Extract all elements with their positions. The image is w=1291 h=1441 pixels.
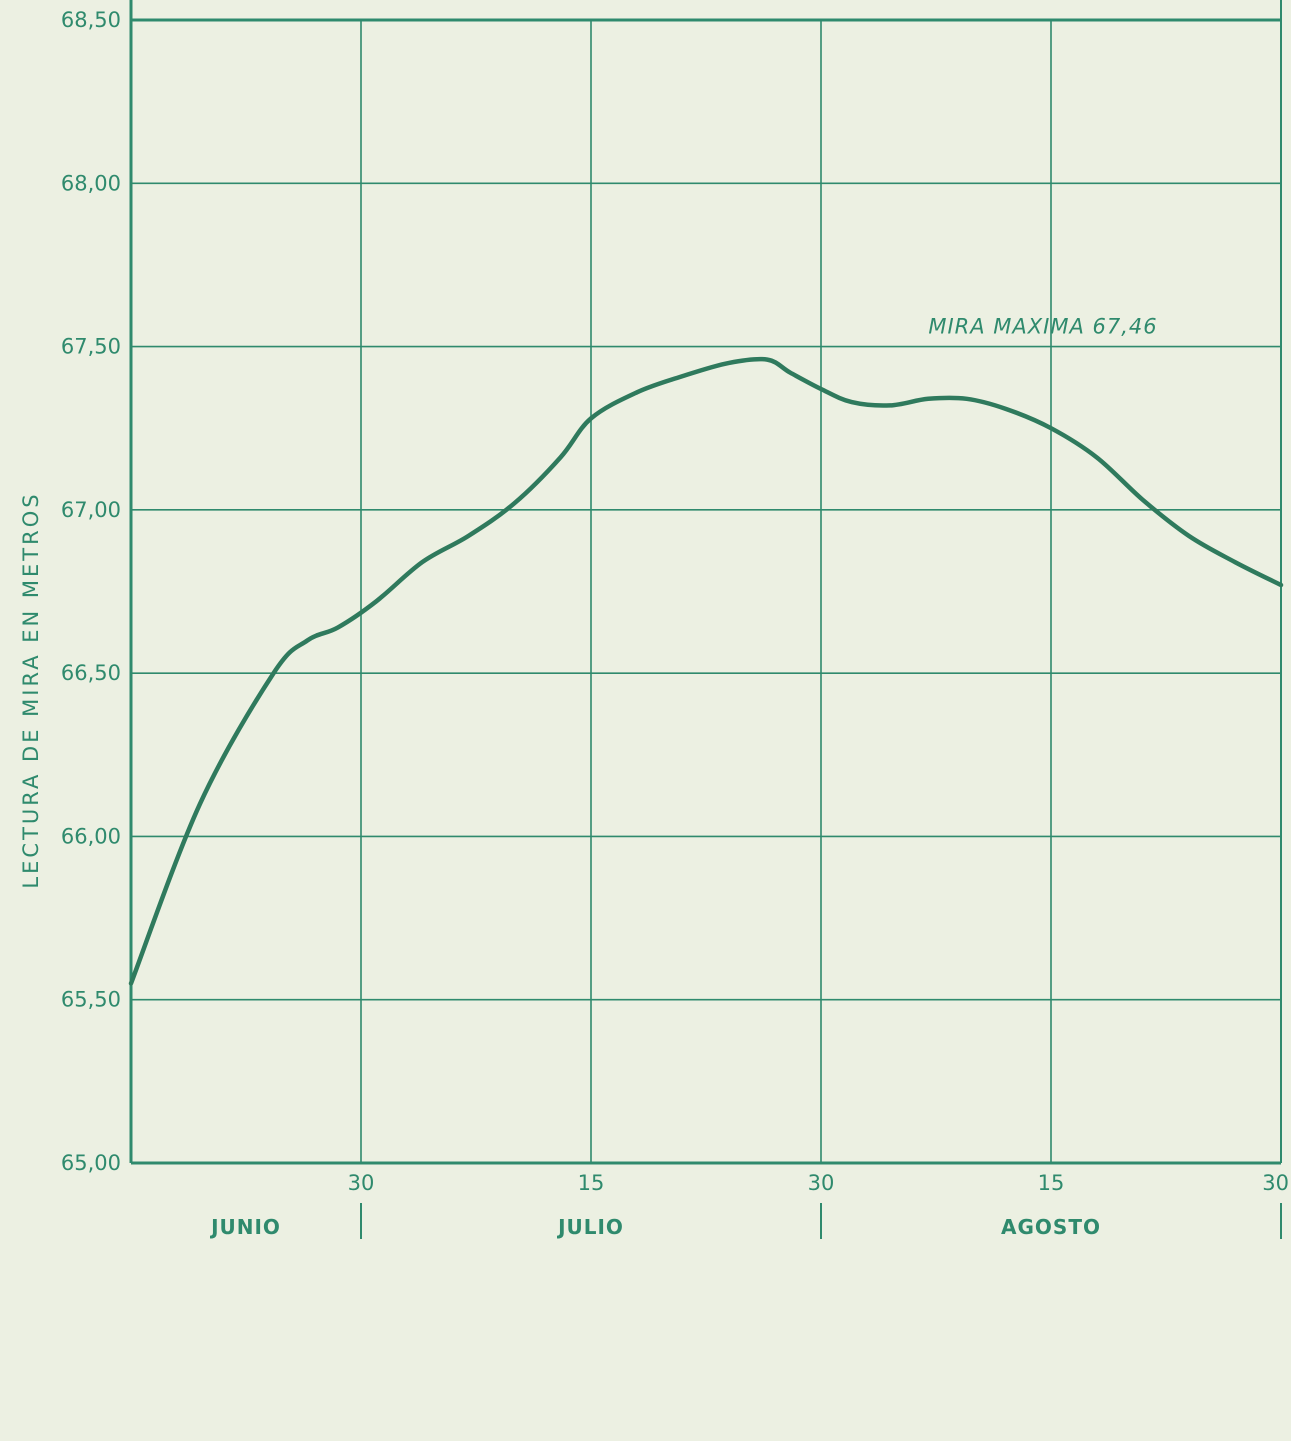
y-tick-label: 67,00 [61,498,121,522]
y-tick-label: 66,00 [61,824,121,848]
y-axis-label: LECTURA DE MIRA EN METROS [19,491,43,888]
x-tick-label: 30 [808,1171,835,1195]
month-label: JULIO [556,1215,624,1239]
axes [129,0,1282,1165]
y-tick-label: 65,00 [61,1151,121,1175]
max-annotation: MIRA MAXIMA 67,46 [928,315,1157,339]
grid-lines [131,18,1282,1164]
y-tick-labels: 65,00 65,50 66,00 66,50 67,00 67,50 68,00 68,50 [61,8,121,1175]
x-tick-label: 15 [578,1171,605,1195]
y-tick-label: 66,50 [61,661,121,685]
x-tick-labels: 30 15 30 15 30 [348,1171,1289,1195]
x-tick-label: 30 [348,1171,375,1195]
x-tick-label: 30 [1262,1171,1289,1195]
x-tick-label: 15 [1038,1171,1065,1195]
y-tick-label: 67,50 [61,335,121,359]
y-tick-label: 65,50 [61,988,121,1012]
series-line [128,356,1284,986]
y-tick-label: 68,00 [61,171,121,195]
month-labels: JUNIO JULIO AGOSTO [209,1203,1282,1239]
month-label: AGOSTO [1001,1215,1101,1239]
y-tick-label: 68,50 [61,8,121,32]
month-label: JUNIO [209,1215,281,1239]
